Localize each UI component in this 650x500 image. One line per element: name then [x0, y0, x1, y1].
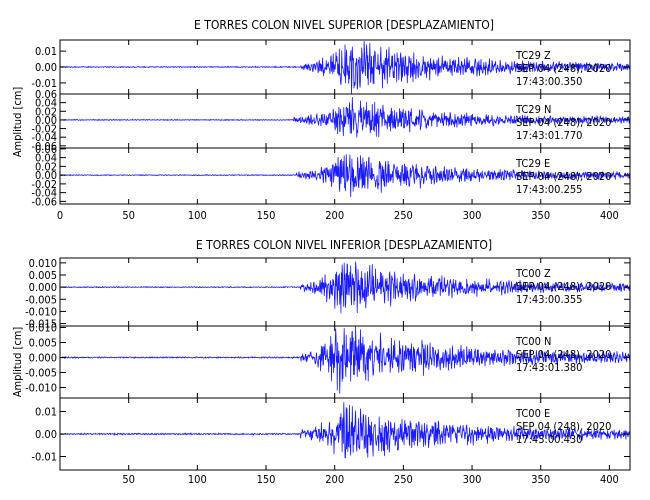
fig0-panel2-date-label: SEP 04 (248), 2020 — [516, 170, 611, 183]
fig0-panel2-ytick-label: 0.00 — [35, 169, 57, 182]
fig0-panel2-ytick-label: 0.04 — [35, 152, 57, 165]
fig0-panel1-ytick-label: -0.06 — [31, 140, 57, 153]
fig0-panel1-time-label: 17:43:01.770 — [516, 129, 582, 142]
upper-chart-ylabel: Amplitud [cm] — [11, 87, 24, 158]
fig1-panel2-ytick-label: 0.01 — [35, 406, 57, 419]
fig0-panel0-ytick-label: -0.01 — [31, 77, 57, 90]
fig1-panel0-waveform-line — [59, 261, 631, 314]
fig0-xtick-label: 400 — [600, 209, 619, 222]
fig0-panel1-ytick-label: 0.06 — [35, 88, 57, 101]
fig1-panel1-date-label: SEP 04 (248), 2020 — [516, 348, 611, 361]
fig1-panel1-ytick-label: -0.005 — [25, 367, 57, 380]
fig0-panel0-ytick-label: 0.01 — [35, 45, 57, 58]
fig1-panel1-time-label: 17:43:01.380 — [516, 361, 582, 374]
fig1-panel0-ytick-label: -0.005 — [25, 293, 57, 306]
fig0-panel2-station-label: TC29 E — [515, 157, 550, 170]
fig0-panel2-ytick-label: 0.02 — [35, 160, 57, 173]
fig0-xtick-label: 350 — [531, 209, 550, 222]
fig1-panel0-ytick-label: 0.010 — [29, 257, 57, 270]
fig0-xtick-label: 100 — [188, 209, 207, 222]
fig0-panel1-ytick-label: -0.02 — [31, 123, 57, 136]
fig1-panel1-ytick-label: 0.010 — [29, 322, 57, 335]
fig1-xtick-label: 150 — [257, 473, 276, 486]
fig0-panel1-station-label: TC29 N — [515, 103, 551, 116]
fig0-panel1-date-label: SEP 04 (248), 2020 — [516, 116, 611, 129]
fig0-panel1-ytick-label: -0.04 — [31, 131, 57, 144]
fig1-panel1-ytick-label: 0.000 — [29, 352, 57, 365]
fig1-panel0-ytick-label: 0.005 — [29, 269, 57, 282]
fig1-panel0-ytick-label: -0.015 — [25, 318, 57, 331]
fig1-panel2-date-label: SEP 04 (248), 2020 — [516, 420, 611, 433]
fig1-panel0-station-label: TC00 Z — [515, 267, 551, 280]
fig1-panel1-ytick-label: 0.005 — [29, 337, 57, 350]
fig1-xtick-label: 300 — [463, 473, 482, 486]
fig1-xtick-label: 350 — [531, 473, 550, 486]
fig1-panel0-ytick-label: 0.000 — [29, 281, 57, 294]
upper-chart-title: E TORRES COLON NIVEL SUPERIOR [DESPLAZAM… — [194, 18, 494, 32]
fig0-panel0-station-label: TC29 Z — [515, 49, 551, 62]
fig1-panel0-date-label: SEP 04 (248), 2020 — [516, 280, 611, 293]
fig0-panel0-waveform-line — [59, 41, 631, 95]
fig1-panel0-time-label: 17:43:00.355 — [516, 293, 582, 306]
fig0-panel1-waveform-line — [59, 97, 631, 138]
fig0-panel1-ytick-label: 0.00 — [35, 114, 57, 127]
fig0-panel0-ytick-label: 0.00 — [35, 61, 57, 74]
fig0-panel2-ytick-label: 0.06 — [35, 143, 57, 156]
fig1-panel1-ytick-label: -0.010 — [25, 382, 57, 395]
fig1-panel2-station-label: TC00 E — [515, 407, 550, 420]
fig1-panel2-ytick-label: 0.00 — [35, 428, 57, 441]
fig0-xtick-label: 50 — [122, 209, 135, 222]
fig0-panel2-time-label: 17:43:00.255 — [516, 183, 582, 196]
fig1-panel2-ytick-label: -0.01 — [31, 451, 57, 464]
fig1-xtick-label: 50 — [122, 473, 135, 486]
fig0-panel0-time-label: 17:43:00.350 — [516, 75, 582, 88]
fig1-xtick-label: 400 — [600, 473, 619, 486]
fig0-xtick-label: 150 — [257, 209, 276, 222]
fig0-panel1-ytick-label: 0.04 — [35, 97, 57, 110]
fig0-panel2-ytick-label: -0.02 — [31, 178, 57, 191]
fig1-panel2-time-label: 17:43:00.430 — [516, 433, 582, 446]
fig0-panel0-date-label: SEP 04 (248), 2020 — [516, 62, 611, 75]
fig0-panel2-waveform-line — [60, 154, 631, 198]
fig1-panel0-ytick-label: -0.010 — [25, 305, 57, 318]
fig1-panel1-station-label: TC00 N — [515, 335, 551, 348]
fig1-xtick-label: 250 — [394, 473, 413, 486]
fig1-panel2-waveform-line — [59, 402, 631, 459]
lower-chart-ylabel: Amplitud [cm] — [11, 327, 24, 398]
fig1-panel1-waveform-line — [59, 326, 631, 394]
fig0-panel1-ytick-label: 0.02 — [35, 105, 57, 118]
fig0-panel2-ytick-label: -0.04 — [31, 187, 57, 200]
fig1-xtick-label: 100 — [188, 473, 207, 486]
fig0-xtick-label: 300 — [463, 209, 482, 222]
fig1-xtick-label: 200 — [325, 473, 344, 486]
fig0-xtick-label: 250 — [394, 209, 413, 222]
fig0-panel2-frame — [59, 147, 631, 205]
fig0-xtick-label: 200 — [325, 209, 344, 222]
fig0-xtick-label: 0 — [57, 209, 63, 222]
fig0-panel2-ytick-label: -0.06 — [31, 195, 57, 208]
lower-chart-title: E TORRES COLON NIVEL INFERIOR [DESPLAZAM… — [196, 238, 492, 252]
